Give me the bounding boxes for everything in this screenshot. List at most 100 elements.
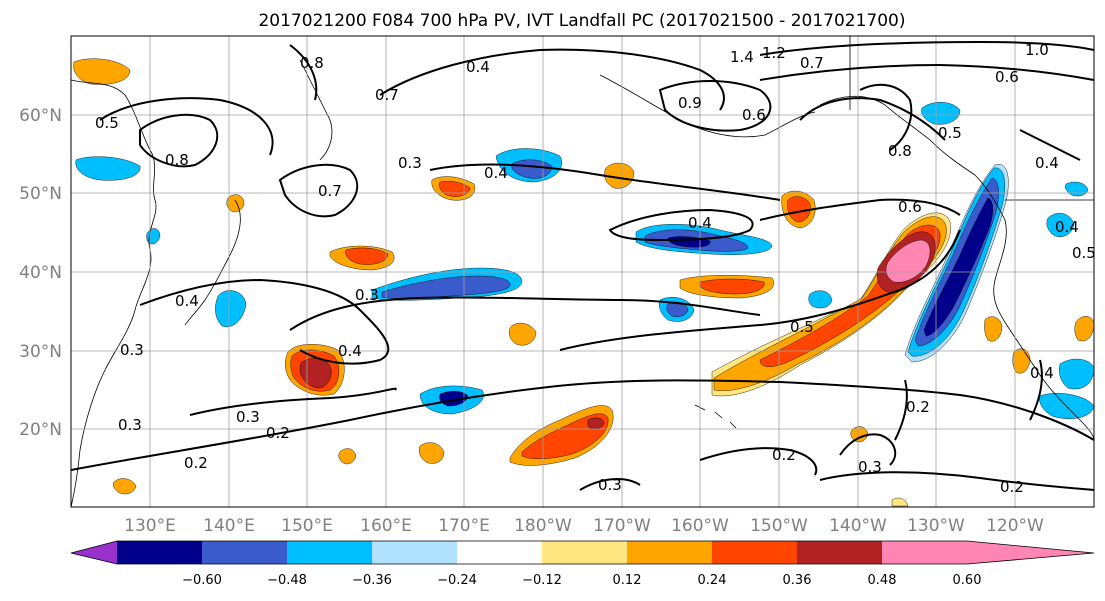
longitude-axis: 130°E 140°E 150°E 160°E 170°E 180°W 170°…: [124, 516, 1044, 536]
contour-0-4-coast: [1019, 129, 1081, 161]
lat-label-50n: 50°N: [19, 184, 62, 204]
blob-1000-orange: [984, 316, 1003, 342]
colorbar-segment: [117, 541, 202, 564]
contour-label: 1.2: [762, 44, 786, 62]
latitude-axis: 60°N 50°N 40°N 30°N 20°N: [19, 106, 62, 440]
colorbar-tick-label: −0.48: [267, 573, 307, 588]
colorbar-segment: [542, 541, 627, 564]
contour-label: 0.4: [466, 58, 490, 76]
colorbar-segment: [712, 541, 797, 564]
contour-label: 0.5: [938, 124, 962, 142]
colorbar-segment: [457, 541, 542, 564]
contour-label: 0.4: [175, 292, 199, 310]
contour-label: 0.8: [888, 142, 912, 160]
contour-label: 0.3: [598, 476, 622, 494]
contour-label: 0.2: [906, 398, 930, 416]
contour-label: 0.2: [1000, 478, 1024, 496]
blob-940-cyan: [921, 102, 961, 125]
aleutians: [599, 74, 816, 138]
blob-95-orange: [73, 58, 131, 85]
contour-1-0-north: [759, 40, 1095, 56]
contour-0-7-asia: [278, 163, 359, 218]
asia-coastline: [70, 79, 157, 508]
colorbar-tick-label: −0.60: [182, 573, 222, 588]
contour-0-8-alaska: [859, 83, 913, 151]
contour-label: 1.4: [730, 48, 754, 66]
colorbar-segment: [372, 541, 457, 564]
blob-900-yellow: [891, 497, 909, 507]
blob-120-orange-small: [113, 478, 137, 495]
colorbar-segment: [71, 541, 117, 564]
contour-label: 0.4: [1030, 364, 1054, 382]
contour-label: 0.3: [120, 341, 144, 359]
contour-label: 0.8: [165, 151, 189, 169]
contour-0-8-kam: [289, 44, 318, 101]
blob-230-cyan: [215, 290, 247, 328]
contour-0-5-main: [559, 229, 961, 351]
contour-label: 0.3: [236, 408, 260, 426]
contour-label: 0.2: [266, 424, 290, 442]
contour-label: 0.6: [742, 106, 766, 124]
contour-label: 0.3: [118, 416, 142, 434]
blob-520-orange-small: [509, 322, 537, 346]
blob-1075-orange: [1074, 316, 1095, 342]
contour-0-3-far: [839, 433, 897, 466]
contour-0-2-mid: [699, 447, 818, 476]
contour-0-2-sw: [579, 478, 641, 491]
contour-0-6-ne: [759, 63, 1095, 81]
colorbar-segment: [882, 541, 967, 564]
lon-label-150w: 150°W: [750, 516, 808, 536]
contour-label: 0.5: [790, 318, 814, 336]
colorbar-tick-label: 0.60: [953, 573, 982, 588]
map-title: 2017021200 F084 700 hPa PV, IVT Landfall…: [258, 11, 905, 31]
blob-1020-orange: [1012, 348, 1031, 374]
blob-520-blue: [511, 159, 553, 179]
coastlines: [70, 36, 1095, 508]
contour-label: 0.2: [184, 454, 208, 472]
colorbar-segment: [287, 541, 372, 564]
contour-label: 0.6: [995, 68, 1019, 86]
colorbar-tick-label: 0.36: [783, 573, 812, 588]
blob-430-orange-small: [419, 442, 445, 464]
gridlines: [71, 36, 1094, 507]
contour-label: 0.3: [858, 458, 882, 476]
contour-label: 0.3: [398, 154, 422, 172]
colorbar-segment: [797, 541, 882, 564]
lat-label-60n: 60°N: [19, 106, 62, 126]
blob-620-orange: [604, 162, 635, 189]
contour-label: 0.9: [678, 94, 702, 112]
contour-label: 0.3: [355, 286, 379, 304]
lon-label-140w: 140°W: [829, 516, 887, 536]
colorbar: −0.60 −0.48 −0.36 −0.24 −0.12 0.12 0.24 …: [70, 540, 1095, 588]
contour-0-7-north: [379, 48, 725, 111]
colorbar-tick-label: 0.12: [613, 573, 642, 588]
contour-label: 0.4: [1035, 154, 1059, 172]
blob-175w-darkred: [587, 417, 605, 429]
contour-0-2-south: [70, 379, 1095, 471]
contour-0-4-se: [1029, 359, 1043, 421]
lon-label-120w: 120°W: [986, 516, 1044, 536]
contour-0-8-west: [139, 113, 219, 168]
contour-label: 0.4: [338, 342, 362, 360]
colorbar-tick-label: −0.36: [352, 573, 392, 588]
colorbar-tick-label: 0.24: [698, 573, 727, 588]
lon-label-150e: 150°E: [281, 516, 333, 536]
contour-label: 0.4: [484, 164, 508, 182]
lat-label-30n: 30°N: [19, 342, 62, 362]
contour-0-5-alaska: [799, 97, 946, 141]
blob-1080-cyan: [1059, 358, 1095, 390]
contour-label: 0.5: [1072, 244, 1096, 262]
lon-label-170e: 170°E: [438, 516, 490, 536]
contour-label: 0.5: [95, 114, 119, 132]
lon-label-130e: 130°E: [124, 516, 176, 536]
blob-355-red: [345, 247, 389, 265]
blob-100-cyan: [75, 156, 141, 181]
blob-860-orange-small: [850, 426, 869, 443]
contour-0-4-mid-long: [429, 163, 781, 201]
kamchatka-coastline: [299, 59, 333, 161]
blob-820-cyan-small: [808, 290, 833, 309]
north-america-coastline: [993, 219, 1095, 441]
blob-175w-red: [521, 413, 609, 459]
contour-0-2-se: [894, 379, 908, 441]
